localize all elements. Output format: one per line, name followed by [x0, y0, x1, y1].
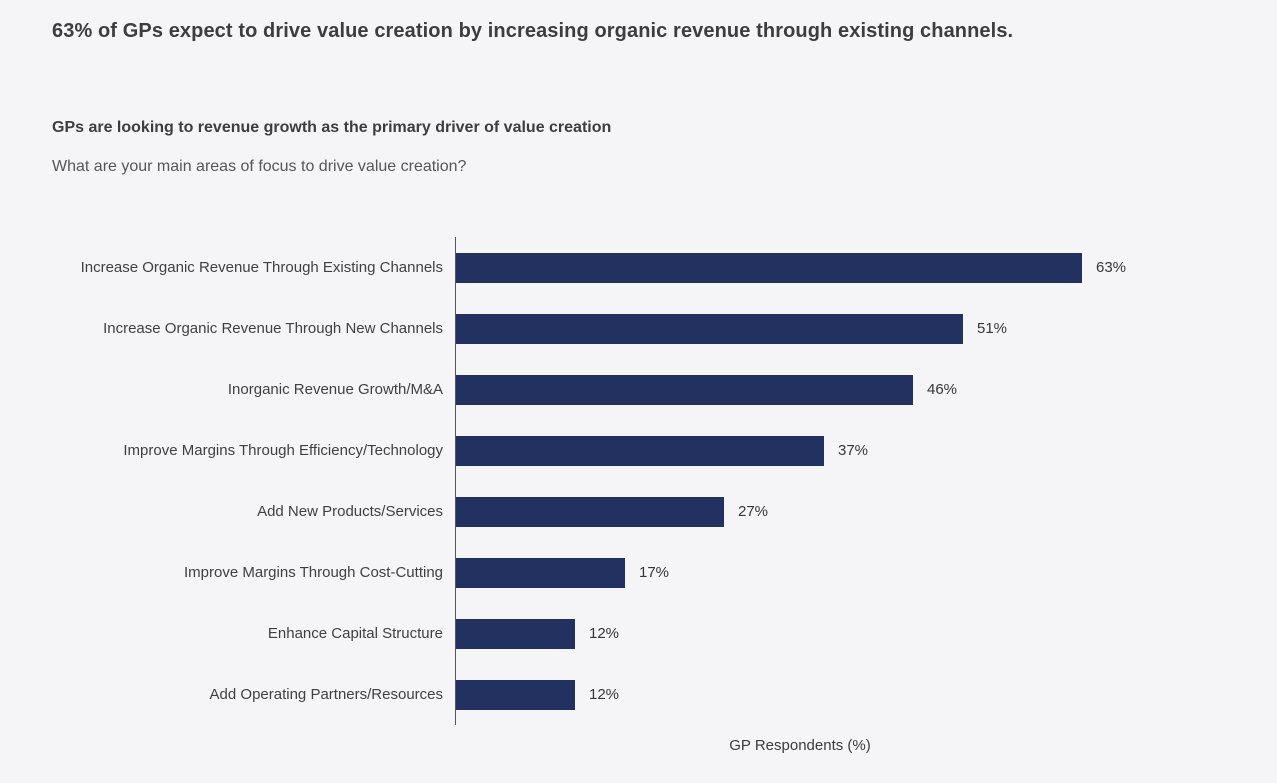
bar-row: Inorganic Revenue Growth/M&A 46% — [0, 359, 1277, 420]
survey-question: What are your main areas of focus to dri… — [52, 158, 467, 175]
bar — [456, 679, 575, 710]
data-label: 17% — [639, 564, 670, 581]
category-label: Improve Margins Through Cost-Cutting — [184, 563, 443, 581]
category-label: Add New Products/Services — [257, 502, 443, 520]
data-label: 12% — [589, 625, 620, 642]
bar — [456, 618, 575, 649]
bar — [456, 374, 913, 405]
bar-row: Improve Margins Through Efficiency/Techn… — [0, 420, 1277, 481]
y-axis-line — [455, 237, 456, 725]
bar — [456, 557, 625, 588]
x-axis-label: GP Respondents (%) — [729, 737, 871, 754]
category-label: Inorganic Revenue Growth/M&A — [227, 380, 443, 398]
bar-row: Increase Organic Revenue Through Existin… — [0, 237, 1277, 298]
chart-title: GPs are looking to revenue growth as the… — [52, 119, 612, 136]
category-label: Add Operating Partners/Resources — [209, 685, 443, 703]
category-label: Increase Organic Revenue Through New Cha… — [103, 319, 443, 337]
bar — [456, 435, 824, 466]
bar — [456, 496, 724, 527]
data-label: 12% — [589, 686, 620, 703]
category-label: Enhance Capital Structure — [267, 624, 443, 642]
page-title: 63% of GPs expect to drive value creatio… — [52, 20, 1014, 42]
data-label: 51% — [977, 320, 1008, 337]
bar-row: Add New Products/Services 27% — [0, 481, 1277, 542]
bar-row: Improve Margins Through Cost-Cutting 17% — [0, 542, 1277, 603]
category-label: Improve Margins Through Efficiency/Techn… — [123, 441, 443, 459]
data-label: 63% — [1096, 259, 1127, 276]
bar — [456, 252, 1082, 283]
bar-row: Enhance Capital Structure 12% — [0, 603, 1277, 664]
bar-chart: Increase Organic Revenue Through Existin… — [0, 237, 1277, 754]
category-label: Increase Organic Revenue Through Existin… — [80, 258, 443, 276]
data-label: 46% — [927, 381, 958, 398]
bar-rows: Increase Organic Revenue Through Existin… — [0, 237, 1277, 725]
bar-row: Increase Organic Revenue Through New Cha… — [0, 298, 1277, 359]
bar-row: Add Operating Partners/Resources 12% — [0, 664, 1277, 725]
data-label: 37% — [838, 442, 869, 459]
data-label: 27% — [738, 503, 769, 520]
bar — [456, 313, 963, 344]
